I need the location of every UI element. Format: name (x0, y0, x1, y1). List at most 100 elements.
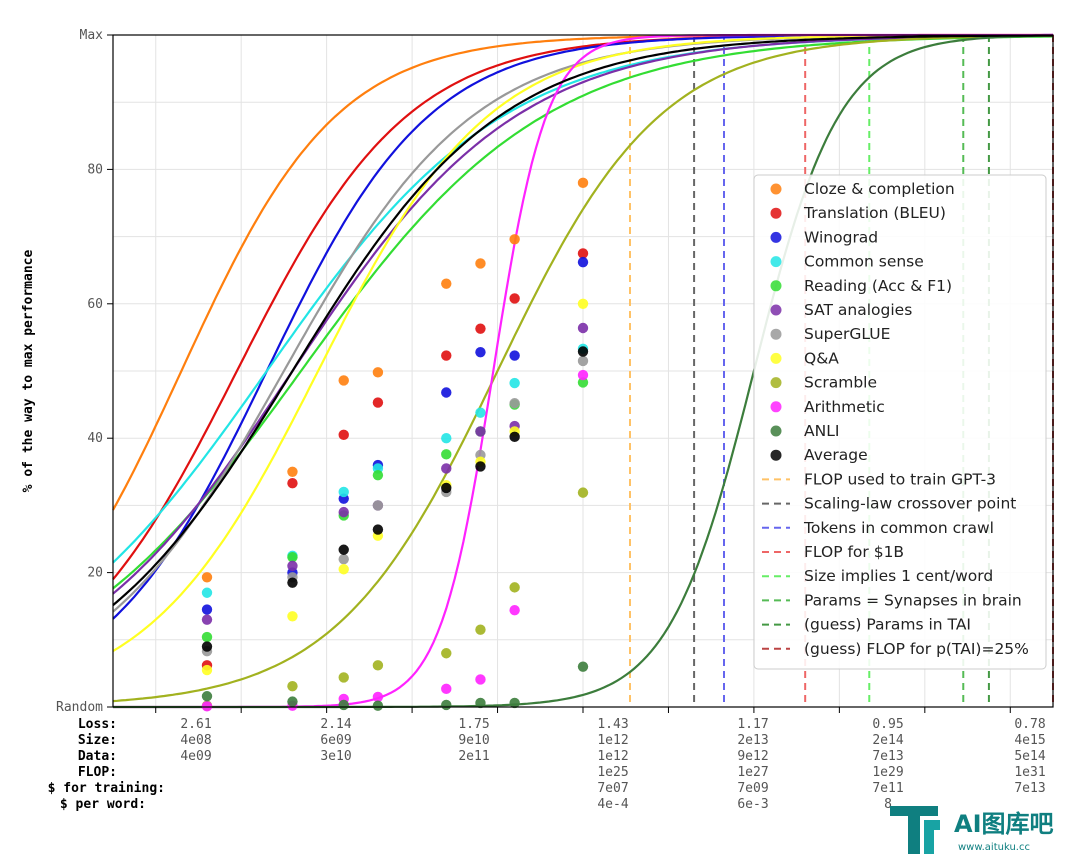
data-point (475, 323, 486, 334)
table-cell: 7e11 (872, 781, 903, 796)
data-point (338, 672, 349, 683)
legend-label: ANLI (804, 422, 839, 440)
data-point (372, 397, 384, 408)
table-cell: 1e27 (737, 765, 768, 780)
data-point (287, 680, 298, 692)
legend-label: Winograd (804, 228, 878, 246)
y-tick-label: 20 (87, 566, 103, 581)
data-point (441, 449, 452, 460)
data-point (338, 544, 349, 555)
legend-label: Scaling-law crossover point (804, 495, 1016, 513)
data-point (372, 700, 384, 711)
table-cell: 6e-3 (737, 797, 768, 812)
data-point (577, 248, 589, 259)
y-tick-label: Random (56, 700, 103, 715)
data-point (201, 614, 213, 625)
data-point (441, 387, 452, 398)
table-cell: 7e13 (1014, 781, 1045, 796)
data-point (372, 367, 384, 378)
data-point (509, 582, 520, 593)
legend-label: (guess) FLOP for p(TAI)=25% (804, 640, 1029, 658)
data-point (201, 587, 213, 598)
legend-label: SAT analogies (804, 301, 912, 319)
table-cell: 5e14 (1014, 749, 1045, 764)
data-point (287, 551, 298, 563)
legend-marker (770, 280, 782, 292)
data-point (577, 369, 589, 381)
x-axis-ticks (155, 707, 1011, 713)
legend-marker (770, 401, 782, 413)
legend-label: Reading (Acc & F1) (804, 277, 952, 295)
table-cell: 3e10 (320, 749, 351, 764)
data-point (441, 350, 452, 361)
data-point (372, 524, 384, 535)
table-cell: 1e29 (872, 765, 903, 780)
data-point (338, 699, 349, 711)
legend-marker (770, 425, 782, 437)
table-cell: 0.78 (1014, 717, 1045, 732)
data-point (201, 701, 213, 712)
table-cell: 7e13 (872, 749, 903, 764)
legend-marker (770, 377, 782, 389)
y-axis: Random 20 40 60 80 Max (56, 28, 113, 715)
table-row-label: $ per word: (60, 797, 146, 812)
data-point (201, 631, 213, 643)
table-cell: 4e08 (180, 733, 211, 748)
data-point (509, 234, 520, 245)
table-cell: 9e10 (458, 733, 489, 748)
y-tick-label: 40 (87, 431, 103, 446)
data-point (338, 506, 349, 518)
table-cell: 1.43 (597, 717, 628, 732)
y-tick-label: 80 (87, 162, 103, 177)
legend-label: Arithmetic (804, 398, 885, 416)
data-point (475, 624, 486, 635)
table-cell: 2e14 (872, 733, 903, 748)
table-cell: 2.14 (320, 717, 351, 732)
legend-marker (770, 207, 782, 219)
table-cell: 4e-4 (597, 797, 628, 812)
table-cell: 1e31 (1014, 765, 1045, 780)
table-cell: 9e12 (737, 749, 768, 764)
data-point (475, 461, 486, 472)
data-point (577, 377, 589, 388)
legend-label: Scramble (804, 374, 877, 392)
data-point (577, 256, 589, 268)
table-cell: 8 (884, 797, 892, 812)
table-cell: 1e12 (597, 749, 628, 764)
watermark-subtext: www.aituku.cc (958, 842, 1030, 853)
bottom-table: Loss:Size:Data:FLOP:$ for training:$ per… (48, 717, 1046, 812)
data-point (201, 572, 213, 583)
legend-label: FLOP for $1B (804, 543, 904, 561)
data-point (577, 298, 589, 309)
data-point (338, 375, 349, 386)
legend-marker (770, 352, 782, 364)
table-cell: 1.17 (737, 717, 768, 732)
legend-label: Average (804, 446, 868, 464)
data-point (287, 696, 298, 707)
data-point (475, 426, 486, 437)
watermark: AI图库吧 www.aituku.cc (886, 800, 1076, 860)
legend-label: Translation (BLEU) (803, 204, 946, 222)
data-point (201, 604, 213, 615)
data-point (287, 466, 298, 477)
legend-label: Tokens in common crawl (803, 519, 994, 537)
table-cell: 7e09 (737, 781, 768, 796)
legend-label: Size implies 1 cent/word (804, 567, 993, 585)
legend-marker (770, 449, 782, 461)
data-point (201, 664, 213, 676)
data-point (475, 258, 486, 269)
data-point (577, 661, 589, 672)
data-point (509, 350, 520, 361)
table-cell: 2e13 (737, 733, 768, 748)
data-point (372, 500, 384, 511)
legend-label: Cloze & completion (804, 180, 955, 198)
data-point (441, 463, 452, 474)
data-point (475, 674, 486, 685)
y-tick-label: Max (80, 28, 104, 43)
legend-label: Q&A (804, 349, 839, 367)
series-curve (112, 34, 1053, 606)
legend-label: FLOP used to train GPT-3 (804, 470, 996, 488)
table-cell: 1e25 (597, 765, 628, 780)
table-row-label: FLOP: (78, 765, 117, 780)
